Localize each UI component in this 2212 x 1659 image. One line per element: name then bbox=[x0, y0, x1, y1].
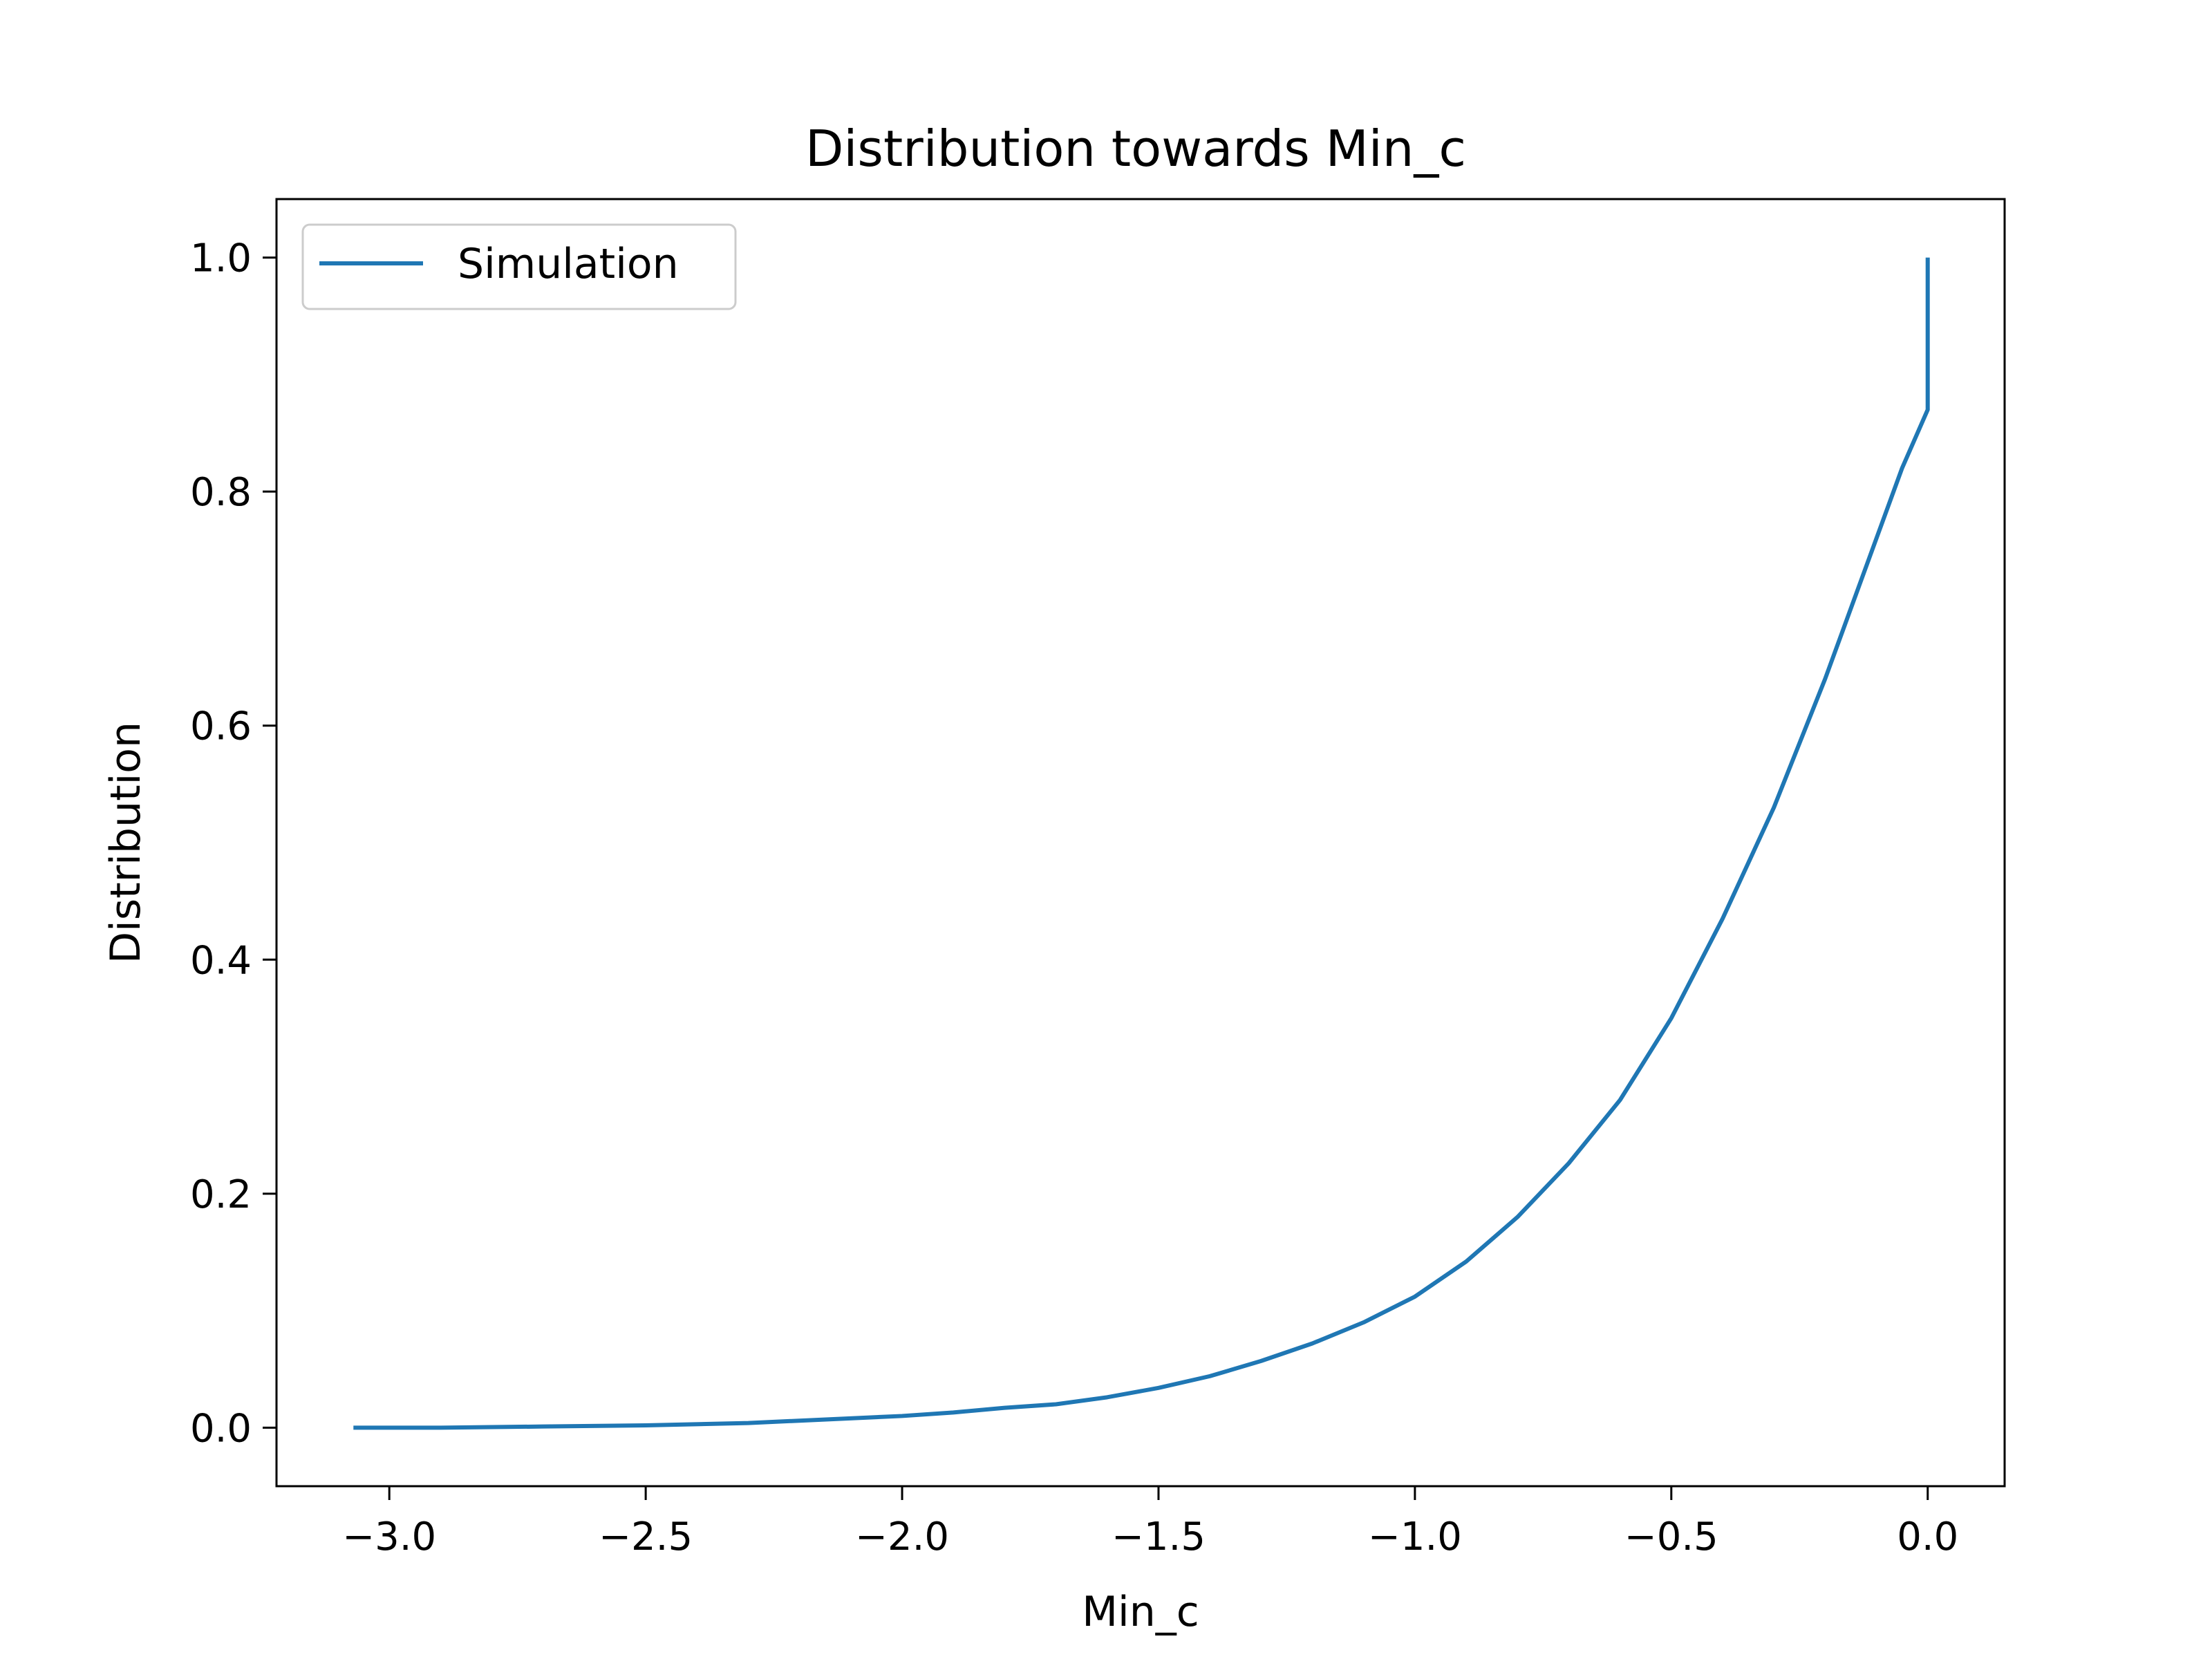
legend-box bbox=[301, 223, 737, 310]
legend: Simulation bbox=[301, 223, 737, 310]
plot-frame bbox=[275, 198, 2006, 1488]
x-tick-label: −2.5 bbox=[599, 1515, 693, 1559]
y-tick-label: 0.0 bbox=[190, 1406, 252, 1451]
x-axis: −3.0 −2.5 −2.0 −1.5 −1.0 −0.5 0.0 bbox=[342, 1486, 1958, 1559]
y-tick-label: 0.6 bbox=[190, 704, 252, 749]
chart-title: Distribution towards Min_c bbox=[805, 120, 1466, 178]
x-tick-label: −1.0 bbox=[1368, 1515, 1462, 1559]
plot-area bbox=[353, 257, 1930, 1430]
y-tick-label: 0.2 bbox=[190, 1172, 252, 1217]
y-tick-label: 0.8 bbox=[190, 470, 252, 515]
x-tick-label: −3.0 bbox=[342, 1515, 436, 1559]
series-line-simulation bbox=[353, 257, 1930, 1430]
x-tick-label: −0.5 bbox=[1624, 1515, 1718, 1559]
x-tick-label: 0.0 bbox=[1897, 1515, 1958, 1559]
legend-label-simulation: Simulation bbox=[458, 240, 679, 288]
y-axis-title: Distribution bbox=[102, 722, 150, 964]
y-tick-label: 0.4 bbox=[190, 938, 252, 983]
x-axis-title: Min_c bbox=[1082, 1588, 1199, 1636]
x-tick-label: −1.5 bbox=[1112, 1515, 1206, 1559]
x-tick-label: −2.0 bbox=[855, 1515, 949, 1559]
y-tick-label: 1.0 bbox=[190, 236, 252, 281]
y-axis: 0.0 0.2 0.4 0.6 0.8 1.0 bbox=[190, 236, 276, 1451]
